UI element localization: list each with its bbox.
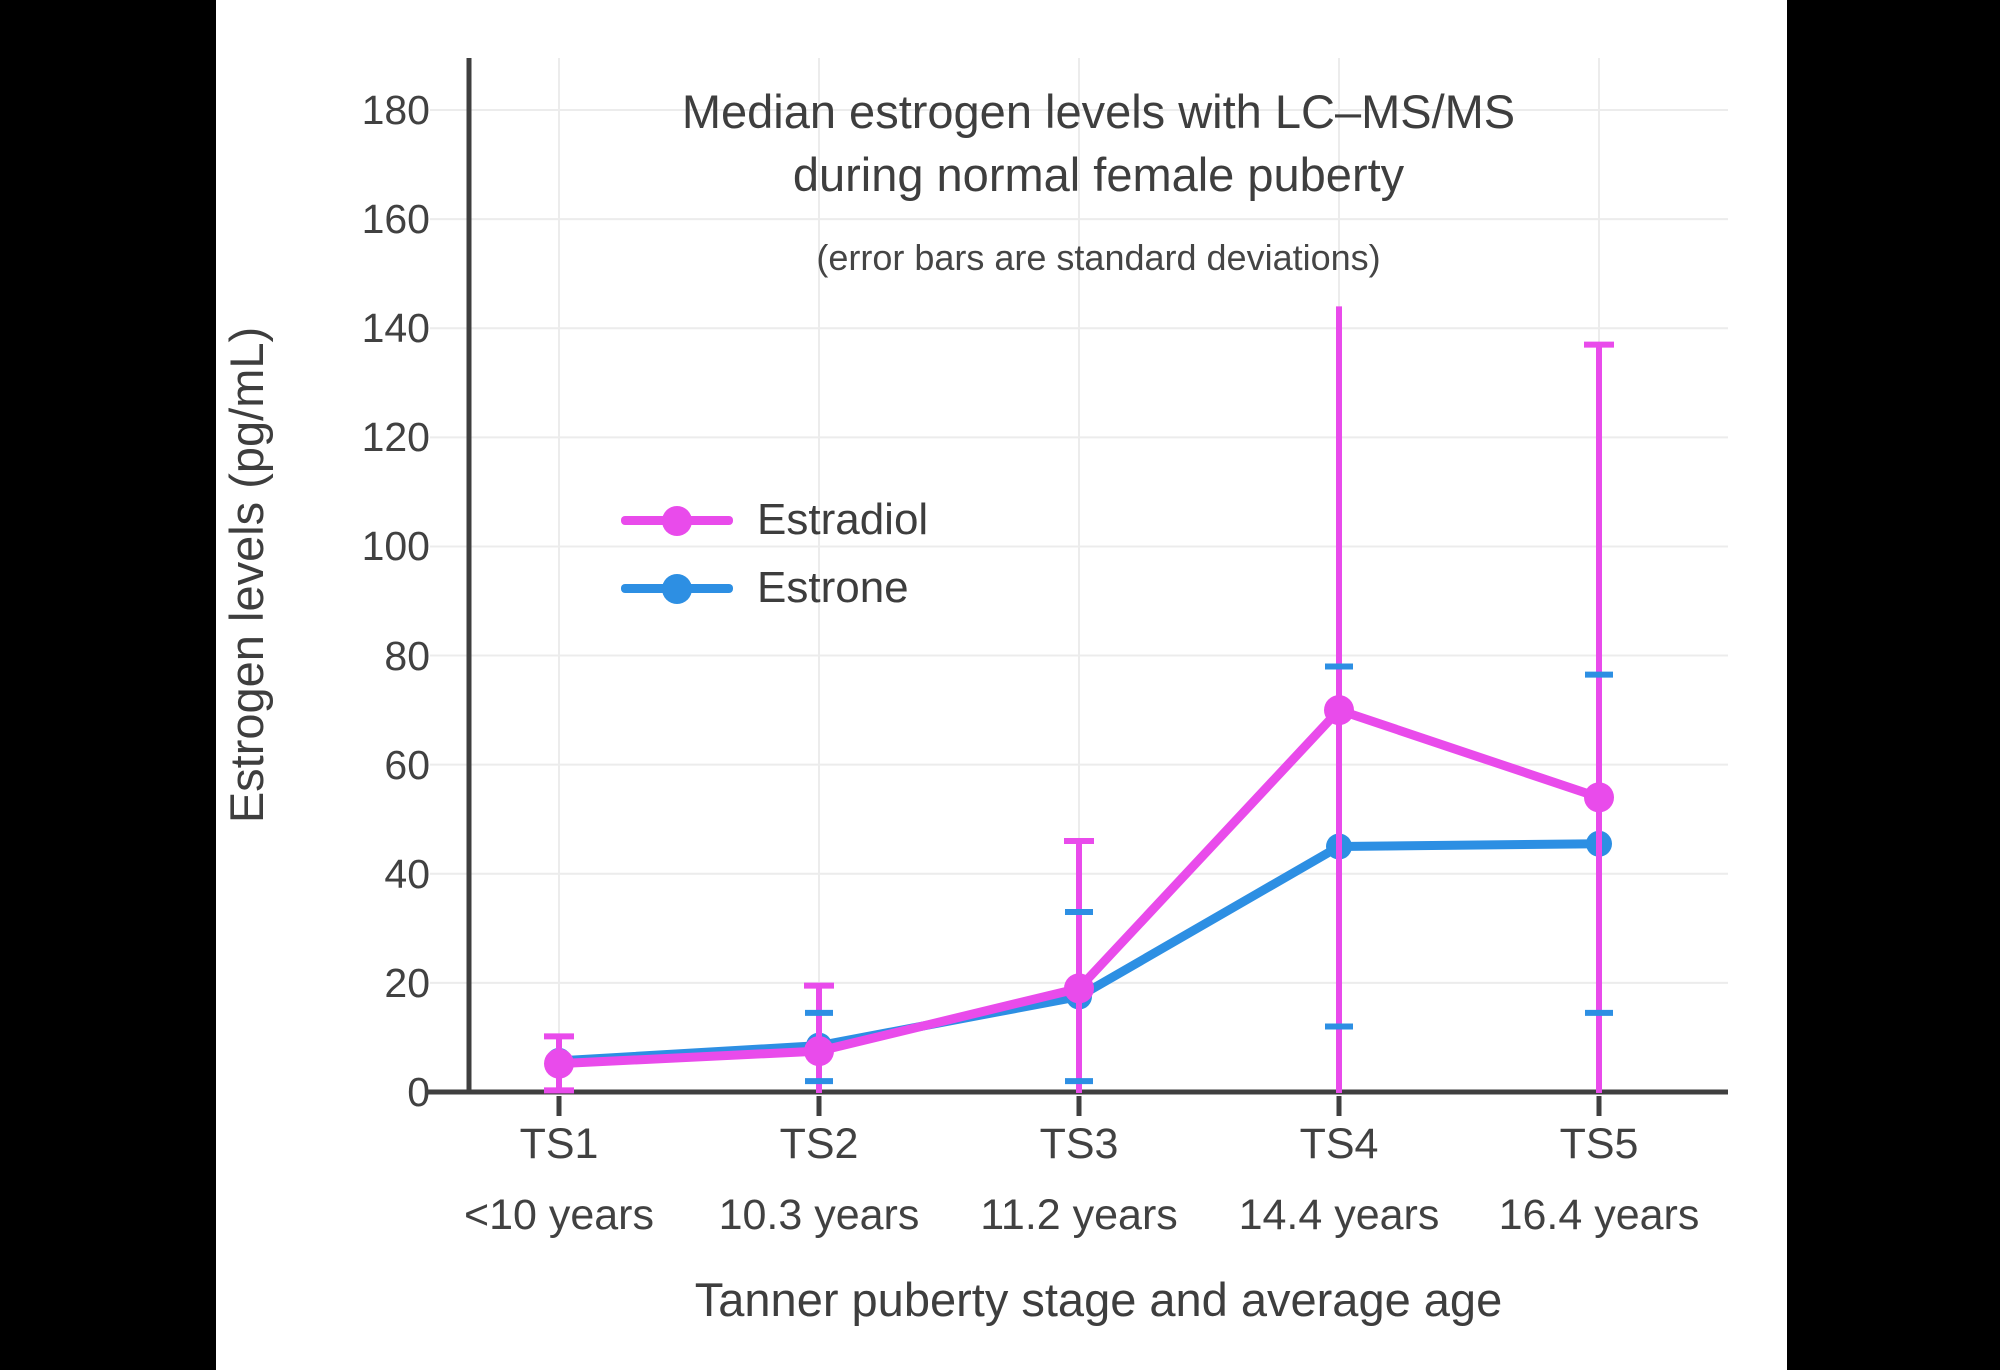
- y-tick-label: 60: [384, 741, 430, 788]
- y-tick-label: 160: [361, 196, 430, 243]
- legend-swatch: [621, 554, 733, 622]
- x-age-label: <10 years: [463, 1191, 655, 1239]
- chart-subtitle: (error bars are standard deviations): [816, 237, 1381, 278]
- estradiol-marker: [1584, 782, 1614, 813]
- estradiol-marker: [544, 1048, 574, 1079]
- x-tick-label: TS5: [1559, 1120, 1639, 1168]
- estradiol-marker: [1324, 695, 1354, 726]
- y-tick-label: 40: [384, 850, 430, 897]
- x-age-label: 14.4 years: [1238, 1191, 1440, 1239]
- legend: Estradiol Estrone: [621, 486, 928, 622]
- estradiol-marker: [1064, 973, 1094, 1004]
- chart-panel: [216, 0, 1787, 1370]
- y-tick-label: 180: [361, 87, 430, 133]
- y-axis-title: Estrogen levels (pg/mL): [220, 326, 273, 824]
- x-axis-title: Tanner puberty stage and average age: [694, 1273, 1503, 1326]
- y-tick-label: 140: [361, 305, 430, 352]
- legend-swatch: [621, 486, 733, 554]
- y-tick-label: 80: [384, 632, 430, 679]
- legend-marker-dot: [662, 574, 692, 604]
- y-tick-label: 100: [361, 523, 430, 570]
- legend-item-estradiol: Estradiol: [621, 486, 928, 554]
- y-tick-label: 0: [407, 1069, 430, 1115]
- x-age-label: 10.3 years: [718, 1191, 920, 1239]
- x-tick-label: TS1: [519, 1120, 599, 1168]
- x-age-label: 11.2 years: [980, 1191, 1178, 1239]
- x-age-label: 16.4 years: [1498, 1191, 1700, 1239]
- chart-title-line2: during normal female puberty: [792, 148, 1405, 201]
- x-tick-label: TS2: [779, 1120, 859, 1168]
- legend-marker-dot: [662, 506, 692, 536]
- chart-title-line1: Median estrogen levels with LC–MS/MS: [681, 85, 1516, 138]
- estradiol-marker: [804, 1036, 834, 1067]
- legend-item-estrone: Estrone: [621, 554, 928, 622]
- legend-label: Estrone: [757, 563, 909, 612]
- x-tick-label: TS3: [1039, 1120, 1119, 1168]
- y-tick-label: 120: [361, 414, 430, 461]
- y-tick-label: 20: [384, 959, 430, 1006]
- legend-label: Estradiol: [757, 495, 929, 544]
- x-tick-label: TS4: [1299, 1120, 1379, 1168]
